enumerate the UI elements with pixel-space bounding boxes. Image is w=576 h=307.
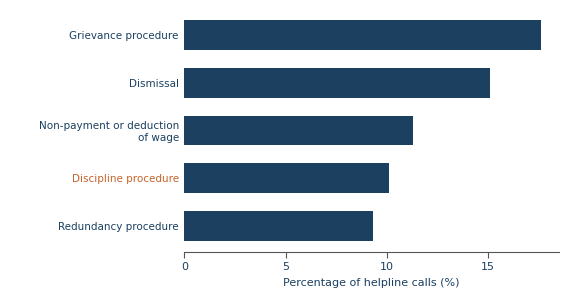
Bar: [184, 116, 413, 145]
Bar: [184, 20, 540, 50]
Bar: [184, 68, 490, 98]
Bar: [184, 163, 389, 193]
X-axis label: Percentage of helpline calls (%): Percentage of helpline calls (%): [283, 278, 460, 288]
Bar: [184, 211, 373, 241]
